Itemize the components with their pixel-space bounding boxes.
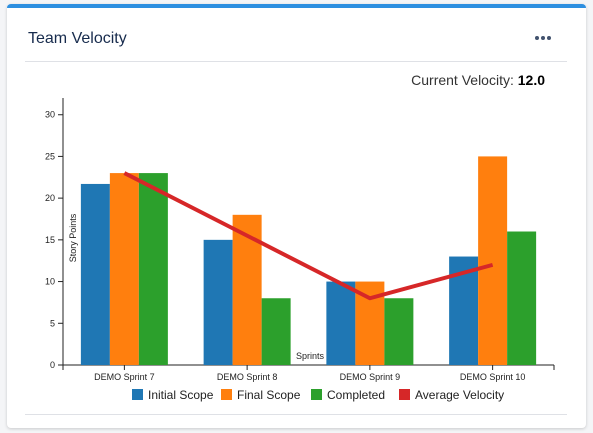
bar [203,239,233,365]
y-tick-label: 5 [50,318,55,328]
legend-swatch [311,389,322,400]
bar [261,298,291,365]
legend-label: Average Velocity [415,388,504,402]
x-axis-label: Sprints [296,351,325,361]
average-velocity-line [123,171,494,301]
x-tick-label: DEMO Sprint 7 [94,372,155,382]
bar [109,173,139,365]
legend-swatch [221,389,232,400]
y-axis-label: Story Points [68,213,78,262]
current-velocity-value: 12.0 [517,72,545,88]
y-tick-label: 25 [45,151,55,161]
x-tick-label: DEMO Sprint 8 [217,372,278,382]
y-tick-label: 15 [45,235,55,245]
x-tick-label: DEMO Sprint 9 [340,372,401,382]
menu-dot [535,36,539,40]
team-velocity-card: Team Velocity Current Velocity: 12.0 0 5 1… [7,4,586,428]
bar [507,231,537,365]
card-title: Team Velocity [28,30,127,47]
bar [326,281,356,365]
chart-legend: Initial Scope Final Scope Completed Average… [132,388,504,402]
menu-dot [547,36,551,40]
y-tick-label: 0 [50,360,55,370]
velocity-chart: 0 5 10 15 20 25 30 DEMO Sprint 7 DEMO Sprint 8 DE… [45,98,555,402]
current-velocity: Current Velocity: 12.0 [411,72,545,88]
y-tick-label: 30 [45,110,55,120]
bar [478,156,508,365]
legend-label: Initial Scope [148,388,214,402]
header-divider [25,61,567,62]
legend-label: Completed [327,388,385,402]
menu-dot [541,36,545,40]
legend-swatch [399,389,410,400]
y-tick-label: 10 [45,277,55,287]
ellipsis-icon[interactable] [532,28,554,48]
legend-swatch [132,389,143,400]
legend-label: Final Scope [237,388,301,402]
chart-line [123,171,494,301]
bar [138,173,168,365]
bar [384,298,414,365]
bar [80,183,110,365]
current-velocity-label: Current Velocity: [411,72,514,88]
y-tick-label: 20 [45,193,55,203]
footer-divider [25,414,567,415]
x-tick-label: DEMO Sprint 10 [460,372,526,382]
